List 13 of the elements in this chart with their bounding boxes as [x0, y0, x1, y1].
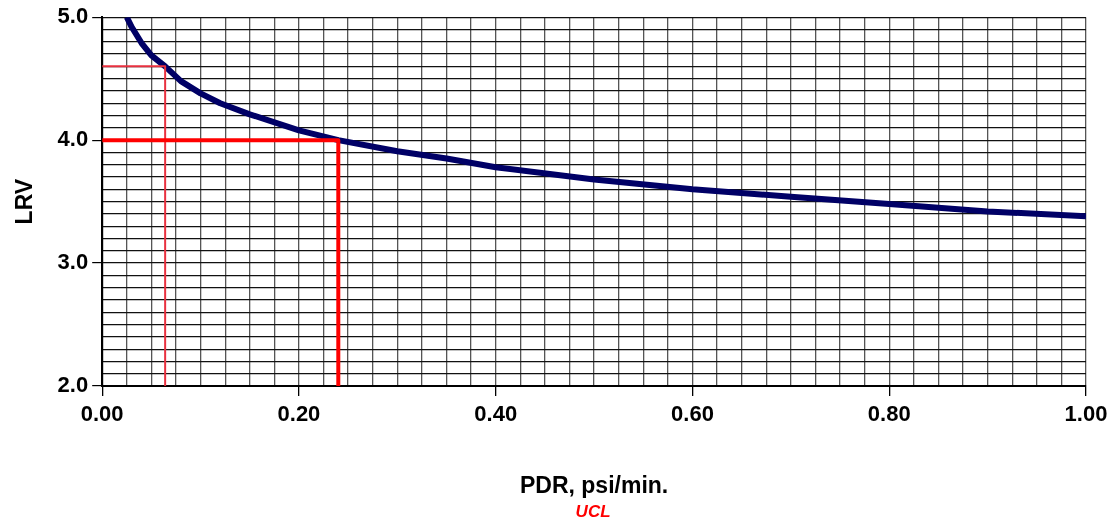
y-tick-label: 2.0: [57, 372, 89, 398]
y-axis-title: LRV: [11, 178, 38, 225]
x-tick-label: 1.00: [1064, 401, 1108, 427]
x-tick-label: 0.40: [474, 401, 518, 427]
x-tick-label: 0.60: [671, 401, 714, 427]
y-tick-label: 3.0: [57, 249, 89, 275]
y-tick-label: 4.0: [57, 126, 89, 152]
y-tick-label: 5.0: [57, 3, 89, 29]
x-tick-label: 0.80: [867, 401, 911, 427]
x-tick-label: 0.00: [80, 401, 124, 427]
x-axis-title: PDR, psi/min.: [519, 471, 669, 498]
text: UCL: [575, 501, 611, 521]
x-tick-label: 0.20: [277, 401, 321, 427]
